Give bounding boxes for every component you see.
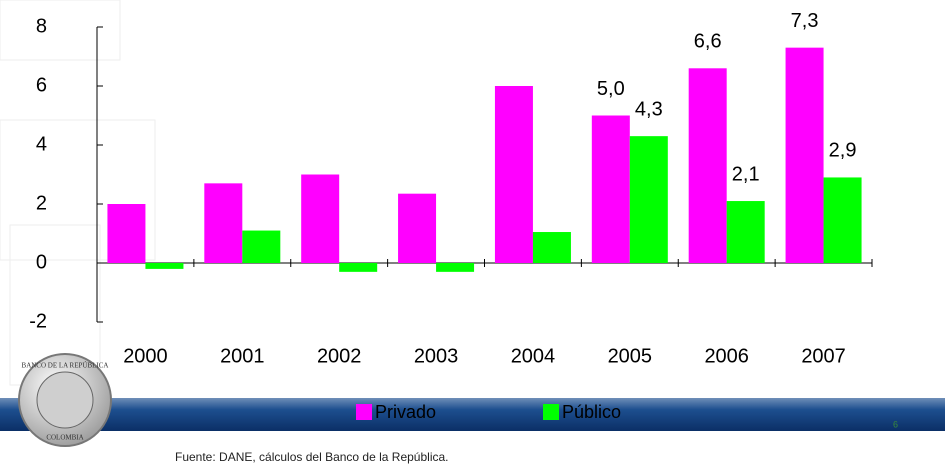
x-tick-label: 2003: [414, 345, 459, 367]
bar: [398, 193, 437, 263]
value-label: 4,3: [635, 98, 663, 120]
banner: [0, 398, 945, 431]
bar: [629, 136, 668, 263]
bar: [785, 47, 824, 264]
logo-bottom: COLOMBIA: [46, 434, 83, 442]
value-label: 2,1: [732, 163, 760, 185]
legend-swatch: [543, 404, 559, 420]
value-label: 7,3: [791, 10, 819, 32]
bar: [107, 204, 146, 263]
value-label: 6,6: [694, 31, 722, 53]
logo-top: BANCO DE LA REPÚBLICA: [22, 362, 109, 370]
bar: [494, 86, 533, 263]
x-tick-label: 2007: [801, 345, 846, 367]
bar: [242, 230, 281, 263]
logo: BANCO DE LA REPÚBLICA COLOMBIA: [18, 353, 112, 447]
value-label: 2,9: [829, 140, 857, 162]
bar: [204, 183, 243, 263]
x-tick-label: 2005: [608, 345, 653, 367]
bar: [436, 263, 475, 272]
legend-label: Privado: [375, 402, 436, 422]
background-decoration: [0, 0, 156, 386]
x-tick-label: 2000: [123, 345, 168, 367]
x-tick-label: 2006: [704, 345, 749, 367]
y-tick-label: 6: [36, 74, 47, 96]
legend-label: Público: [562, 402, 621, 422]
bar: [339, 263, 378, 272]
y-tick-label: 2: [36, 192, 47, 214]
bar: [823, 177, 862, 263]
x-tick-label: 2002: [317, 345, 362, 367]
y-tick-label: 0: [36, 251, 47, 273]
x-tick-label: 2001: [220, 345, 265, 367]
source: Fuente: DANE, cálculos del Banco de la R…: [175, 450, 449, 464]
bar: [532, 232, 571, 263]
bar: [726, 201, 765, 263]
legend-swatch: [356, 404, 372, 420]
page-number: 6: [893, 419, 898, 429]
y-tick-label: 4: [36, 133, 47, 155]
value-label: 5,0: [597, 78, 625, 100]
y-tick-label: -2: [29, 310, 47, 332]
bar: [688, 68, 727, 263]
bar: [301, 174, 340, 263]
bar: [145, 263, 184, 269]
y-tick-label: 8: [36, 15, 47, 37]
x-tick-label: 2004: [511, 345, 556, 367]
bar: [591, 115, 630, 263]
